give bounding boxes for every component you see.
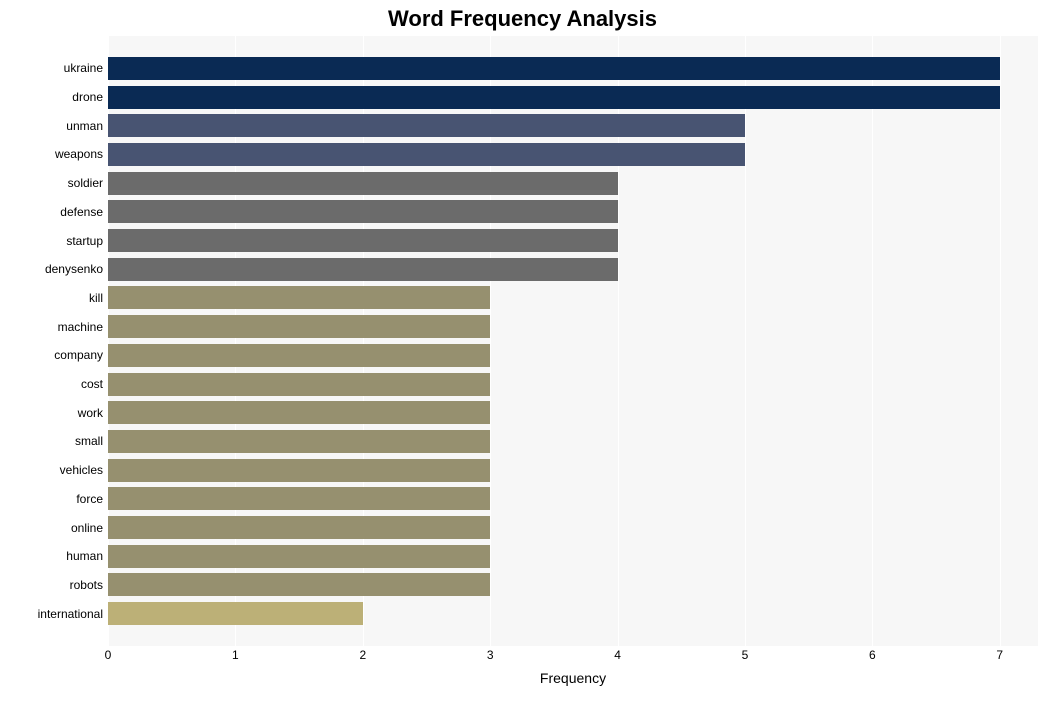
y-tick-label: online xyxy=(3,521,103,535)
y-tick-label: startup xyxy=(3,234,103,248)
x-tick-label: 2 xyxy=(359,648,366,662)
chart-title: Word Frequency Analysis xyxy=(0,0,1045,36)
gridline xyxy=(872,36,873,646)
y-tick-label: soldier xyxy=(3,176,103,190)
y-tick-label: kill xyxy=(3,291,103,305)
bar xyxy=(108,373,490,396)
gridline xyxy=(745,36,746,646)
bar xyxy=(108,229,618,252)
chart-container: Word Frequency Analysis Frequency 0 1 2 3 4 5… xyxy=(0,0,1045,701)
bar xyxy=(108,573,490,596)
bar xyxy=(108,143,745,166)
y-tick-label: small xyxy=(3,434,103,448)
x-tick-label: 1 xyxy=(232,648,239,662)
y-tick-label: work xyxy=(3,406,103,420)
y-tick-label: ukraine xyxy=(3,61,103,75)
y-tick-label: unman xyxy=(3,119,103,133)
bar xyxy=(108,401,490,424)
bar xyxy=(108,200,618,223)
y-tick-label: cost xyxy=(3,377,103,391)
bar xyxy=(108,86,1000,109)
bar xyxy=(108,286,490,309)
y-tick-label: company xyxy=(3,348,103,362)
y-tick-label: force xyxy=(3,492,103,506)
x-tick-label: 0 xyxy=(105,648,112,662)
bar xyxy=(108,487,490,510)
y-tick-label: human xyxy=(3,549,103,563)
bar xyxy=(108,545,490,568)
bar xyxy=(108,602,363,625)
bar xyxy=(108,344,490,367)
plot-area xyxy=(108,36,1038,646)
x-tick-label: 4 xyxy=(614,648,621,662)
bar xyxy=(108,114,745,137)
bar xyxy=(108,315,490,338)
y-tick-label: machine xyxy=(3,320,103,334)
gridline xyxy=(1000,36,1001,646)
bar xyxy=(108,516,490,539)
x-tick-label: 3 xyxy=(487,648,494,662)
y-tick-label: robots xyxy=(3,578,103,592)
y-tick-label: denysenko xyxy=(3,262,103,276)
bar xyxy=(108,430,490,453)
bar xyxy=(108,57,1000,80)
y-tick-label: weapons xyxy=(3,147,103,161)
y-tick-label: defense xyxy=(3,205,103,219)
bar xyxy=(108,459,490,482)
x-tick-label: 5 xyxy=(742,648,749,662)
y-tick-label: drone xyxy=(3,90,103,104)
bar xyxy=(108,172,618,195)
x-axis-label: Frequency xyxy=(108,670,1038,686)
y-tick-label: international xyxy=(3,607,103,621)
bar xyxy=(108,258,618,281)
x-tick-label: 6 xyxy=(869,648,876,662)
y-tick-label: vehicles xyxy=(3,463,103,477)
x-tick-label: 7 xyxy=(996,648,1003,662)
